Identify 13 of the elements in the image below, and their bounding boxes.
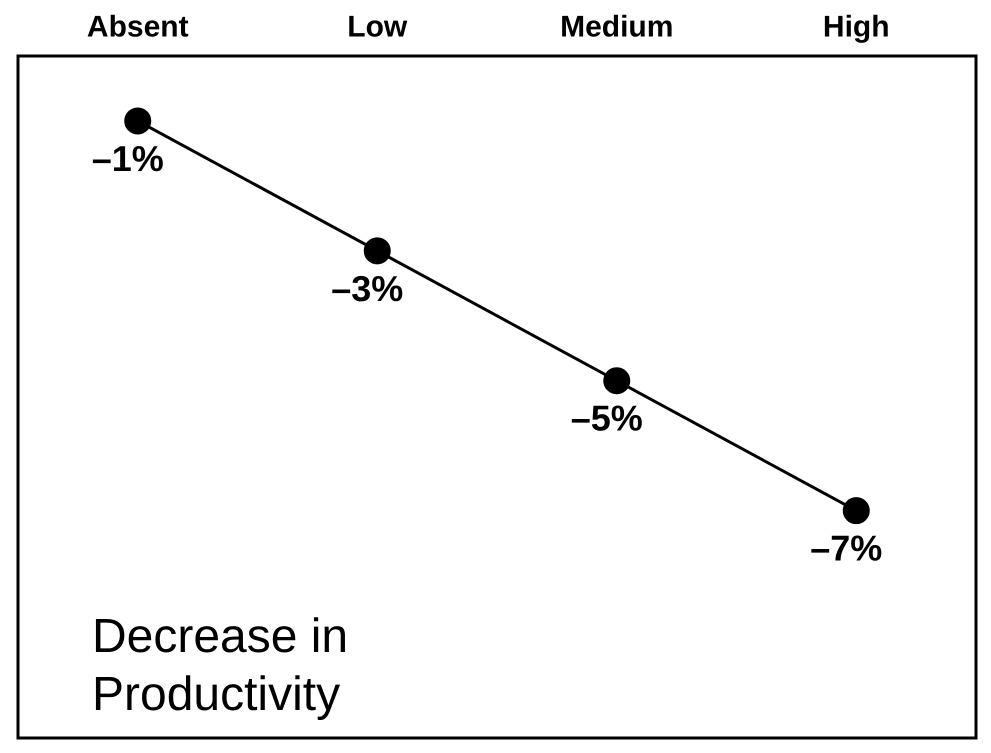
x-tick-label: High [822,10,890,44]
data-label: –5% [570,398,643,439]
x-tick-label: Low [347,10,408,44]
annotation: Decrease in Productivity [92,609,350,723]
x-tick-label: Absent [86,10,189,44]
x-tick-label: Medium [560,10,674,44]
point [124,107,152,134]
point [364,237,391,264]
data-label: –3% [331,268,404,309]
data-label: –1% [92,138,164,179]
data-label: –7% [810,528,882,569]
point [842,497,870,524]
point [603,367,630,394]
